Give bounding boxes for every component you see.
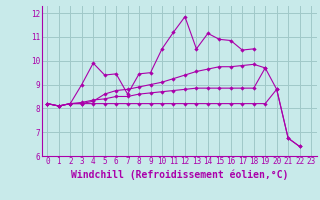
X-axis label: Windchill (Refroidissement éolien,°C): Windchill (Refroidissement éolien,°C) [70,169,288,180]
